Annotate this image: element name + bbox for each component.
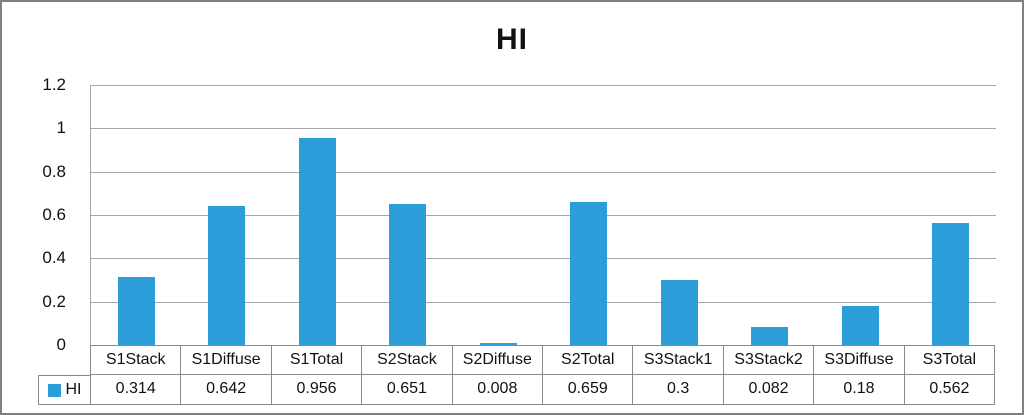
chart-title: HI: [496, 23, 528, 56]
category-cell: S1Total: [272, 346, 363, 374]
bar-S3Total: [932, 223, 970, 345]
value-cell: 0.642: [181, 375, 272, 404]
y-axis-tick-label: 1.2: [42, 75, 66, 94]
bar-S2Total: [570, 202, 608, 345]
value-cell: 0.651: [362, 375, 453, 404]
y-axis-tick-label: 0.4: [42, 248, 66, 268]
legend-cell: HI: [38, 375, 90, 405]
value-cell: 0.008: [453, 375, 544, 404]
gridline: [91, 301, 996, 303]
value-cell: 0.314: [91, 375, 182, 404]
y-axis-tick-label: 0.2: [42, 291, 66, 311]
gridline: [91, 215, 996, 216]
bar-S3Stack2: [751, 327, 789, 345]
category-cell: S2Total: [543, 346, 634, 374]
data-table-category-row: S1Stack S1Diffuse S1Total S2Stack S2Diffuse S…: [90, 345, 996, 375]
y-axis: 1.2 1 0.8 0.6 0.4 0.2 0: [2, 2, 76, 413]
gridline: [91, 85, 996, 86]
value-cell: 0.3: [633, 375, 724, 404]
gridline: [91, 128, 996, 130]
gridline: [91, 258, 996, 260]
legend-swatch-icon: [47, 383, 61, 397]
value-cell: 0.18: [814, 375, 905, 404]
category-cell: S3Diffuse: [814, 346, 905, 374]
value-cell: 0.659: [543, 375, 634, 404]
legend-series-label: HI: [65, 381, 82, 398]
y-axis-tick-label: 0.6: [42, 205, 66, 224]
value-cell: 0.956: [272, 375, 363, 404]
y-axis-tick-label: 1: [56, 118, 66, 138]
category-cell: S3Stack2: [724, 346, 815, 374]
bar-S2Stack: [389, 203, 427, 345]
category-cell: S2Stack: [362, 346, 453, 374]
bar-S2Diffuse: [479, 343, 517, 345]
category-cell: S3Total: [905, 346, 996, 374]
y-axis-tick-label: 0: [56, 335, 66, 354]
category-cell: S2Diffuse: [453, 346, 544, 374]
data-table-value-row: 0.314 0.642 0.956 0.651 0.008 0.659 0.3 0.082 0.…: [90, 375, 996, 405]
category-cell: S3Stack1: [633, 346, 724, 374]
bar-S1Total: [298, 137, 336, 345]
category-cell: S1Diffuse: [181, 346, 272, 374]
bar-S1Stack: [117, 276, 155, 345]
category-cell: S1Stack: [91, 346, 182, 374]
value-cell: 0.562: [905, 375, 996, 404]
bar-S3Diffuse: [841, 306, 879, 345]
plot-area: [90, 85, 996, 345]
bar-S3Stack1: [660, 280, 698, 345]
y-axis-tick-label: 0.8: [42, 161, 66, 181]
value-cell: 0.082: [724, 375, 815, 404]
bar-S1Diffuse: [208, 205, 246, 345]
gridline: [91, 171, 996, 173]
